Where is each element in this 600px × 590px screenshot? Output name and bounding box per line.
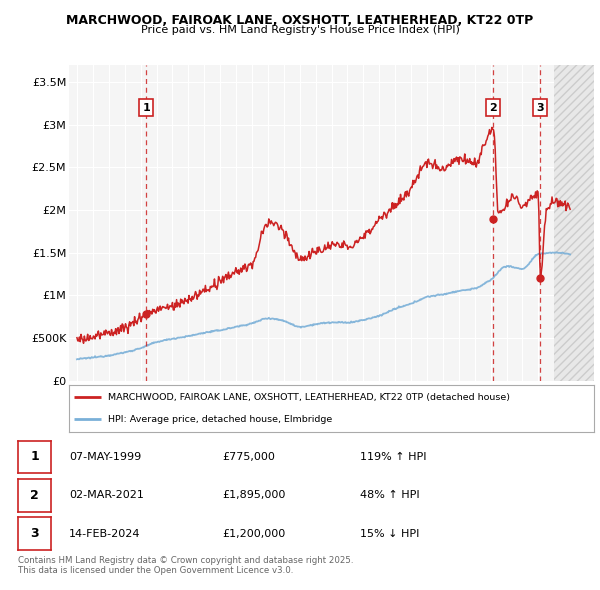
Text: MARCHWOOD, FAIROAK LANE, OXSHOTT, LEATHERHEAD, KT22 0TP: MARCHWOOD, FAIROAK LANE, OXSHOTT, LEATHE… [67,14,533,27]
Text: 48% ↑ HPI: 48% ↑ HPI [360,490,419,500]
Text: 1: 1 [30,450,39,464]
Text: 2: 2 [30,489,39,502]
Text: 02-MAR-2021: 02-MAR-2021 [69,490,144,500]
Text: £1,895,000: £1,895,000 [222,490,286,500]
Text: £1,200,000: £1,200,000 [222,529,285,539]
Text: Contains HM Land Registry data © Crown copyright and database right 2025.
This d: Contains HM Land Registry data © Crown c… [18,556,353,575]
Text: HPI: Average price, detached house, Elmbridge: HPI: Average price, detached house, Elmb… [109,415,332,424]
Text: 2: 2 [490,103,497,113]
Text: 15% ↓ HPI: 15% ↓ HPI [360,529,419,539]
Text: 119% ↑ HPI: 119% ↑ HPI [360,452,427,462]
Bar [554,65,594,381]
Text: 14-FEB-2024: 14-FEB-2024 [69,529,140,539]
Text: 3: 3 [536,103,544,113]
Text: Price paid vs. HM Land Registry's House Price Index (HPI): Price paid vs. HM Land Registry's House … [140,25,460,35]
Text: 07-MAY-1999: 07-MAY-1999 [69,452,141,462]
Text: MARCHWOOD, FAIROAK LANE, OXSHOTT, LEATHERHEAD, KT22 0TP (detached house): MARCHWOOD, FAIROAK LANE, OXSHOTT, LEATHE… [109,393,511,402]
Text: 1: 1 [142,103,150,113]
Text: £775,000: £775,000 [222,452,275,462]
Text: 3: 3 [30,527,39,540]
